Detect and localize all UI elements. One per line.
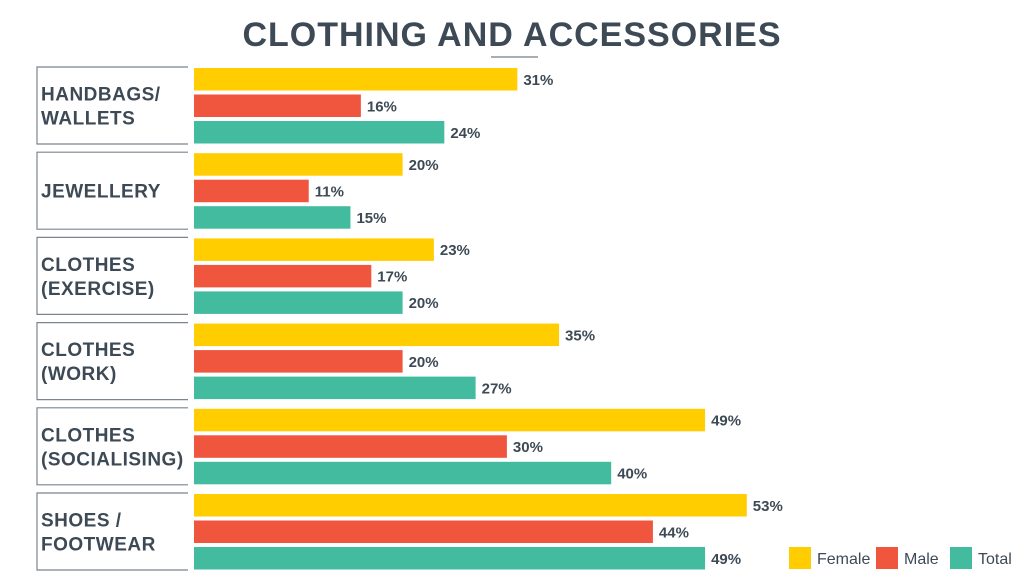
category-group: JEWELLERY 20% 11% 15% xyxy=(36,151,439,230)
legend-swatch xyxy=(950,547,972,569)
legend-swatch xyxy=(876,547,898,569)
legend: Female Male Total xyxy=(789,547,1012,569)
data-label: 49% xyxy=(711,413,741,430)
bar-female xyxy=(194,408,706,432)
category-group: CLOTHES (EXERCISE) 23% 17%20% xyxy=(36,236,470,315)
data-label: 44% xyxy=(659,524,689,541)
category-label: CLOTHES xyxy=(41,255,135,276)
data-label: 15% xyxy=(356,210,386,227)
legend-item-female: Female xyxy=(789,547,870,569)
data-label: 20% xyxy=(409,295,439,312)
bar-total xyxy=(194,376,476,400)
category-box xyxy=(36,151,188,230)
data-label: 20% xyxy=(409,354,439,371)
legend-item-total: Total xyxy=(950,547,1012,569)
category-box xyxy=(36,407,188,486)
data-label: 53% xyxy=(753,498,783,515)
legend-label: Male xyxy=(904,551,939,568)
bar-male xyxy=(194,94,361,117)
category-label: FOOTWEAR xyxy=(41,535,156,556)
data-label: 23% xyxy=(440,242,470,259)
category-label: JEWELLERY xyxy=(41,182,161,203)
data-label: 24% xyxy=(450,125,480,142)
data-label: 20% xyxy=(409,157,439,174)
category-group: HANDBAGS/WALLETS 31% 16% 24% xyxy=(36,66,553,145)
bar-female xyxy=(194,323,560,347)
bar-male xyxy=(194,179,309,203)
chart-title: CLOTHING AND ACCESSORIES xyxy=(242,16,781,54)
bar-female xyxy=(194,238,434,261)
bar-male xyxy=(194,435,507,458)
bar-total xyxy=(194,291,403,314)
data-label: 40% xyxy=(617,466,647,483)
category-label: CLOTHES xyxy=(41,340,135,361)
category-box xyxy=(36,322,188,401)
data-label: 16% xyxy=(367,98,397,115)
data-label: 17% xyxy=(377,269,407,286)
bar-total xyxy=(194,206,351,229)
legend-label: Total xyxy=(978,551,1012,568)
bar-male xyxy=(194,520,653,543)
category-box xyxy=(36,66,188,145)
category-group: SHOES / FOOTWEAR 53% 44% 49% xyxy=(36,492,783,571)
bar-male xyxy=(194,264,372,288)
legend-swatch xyxy=(789,547,811,569)
bar-male xyxy=(194,350,403,373)
category-box xyxy=(36,492,188,571)
bar-total xyxy=(194,461,612,485)
bar-total xyxy=(194,547,706,570)
category-label: HANDBAGS/ xyxy=(41,85,161,106)
data-label: 49% xyxy=(711,551,741,568)
bar-female xyxy=(194,494,747,517)
data-label: 27% xyxy=(482,380,512,397)
data-label: 11% xyxy=(315,183,344,200)
bar-female xyxy=(194,153,403,176)
data-label: 31% xyxy=(523,72,553,89)
bar-total xyxy=(194,121,445,144)
category-label: (WORK) xyxy=(41,364,117,385)
legend-label: Female xyxy=(817,551,870,568)
data-label: 30% xyxy=(513,439,543,456)
category-label: SHOES / xyxy=(41,511,122,532)
category-group: CLOTHES (WORK) 35% 20% 27% xyxy=(36,322,595,401)
category-label: (EXERCISE) xyxy=(41,279,155,300)
category-group: CLOTHES (SOCIALISING) 49% 30% 40% xyxy=(36,407,741,486)
category-label: WALLETS xyxy=(41,109,135,130)
legend-item-male: Male xyxy=(876,547,939,569)
category-label: (SOCIALISING) xyxy=(41,449,184,470)
bar-female xyxy=(194,68,518,91)
data-label: 35% xyxy=(565,327,595,344)
category-label: CLOTHES xyxy=(41,425,135,446)
category-box xyxy=(36,236,188,315)
